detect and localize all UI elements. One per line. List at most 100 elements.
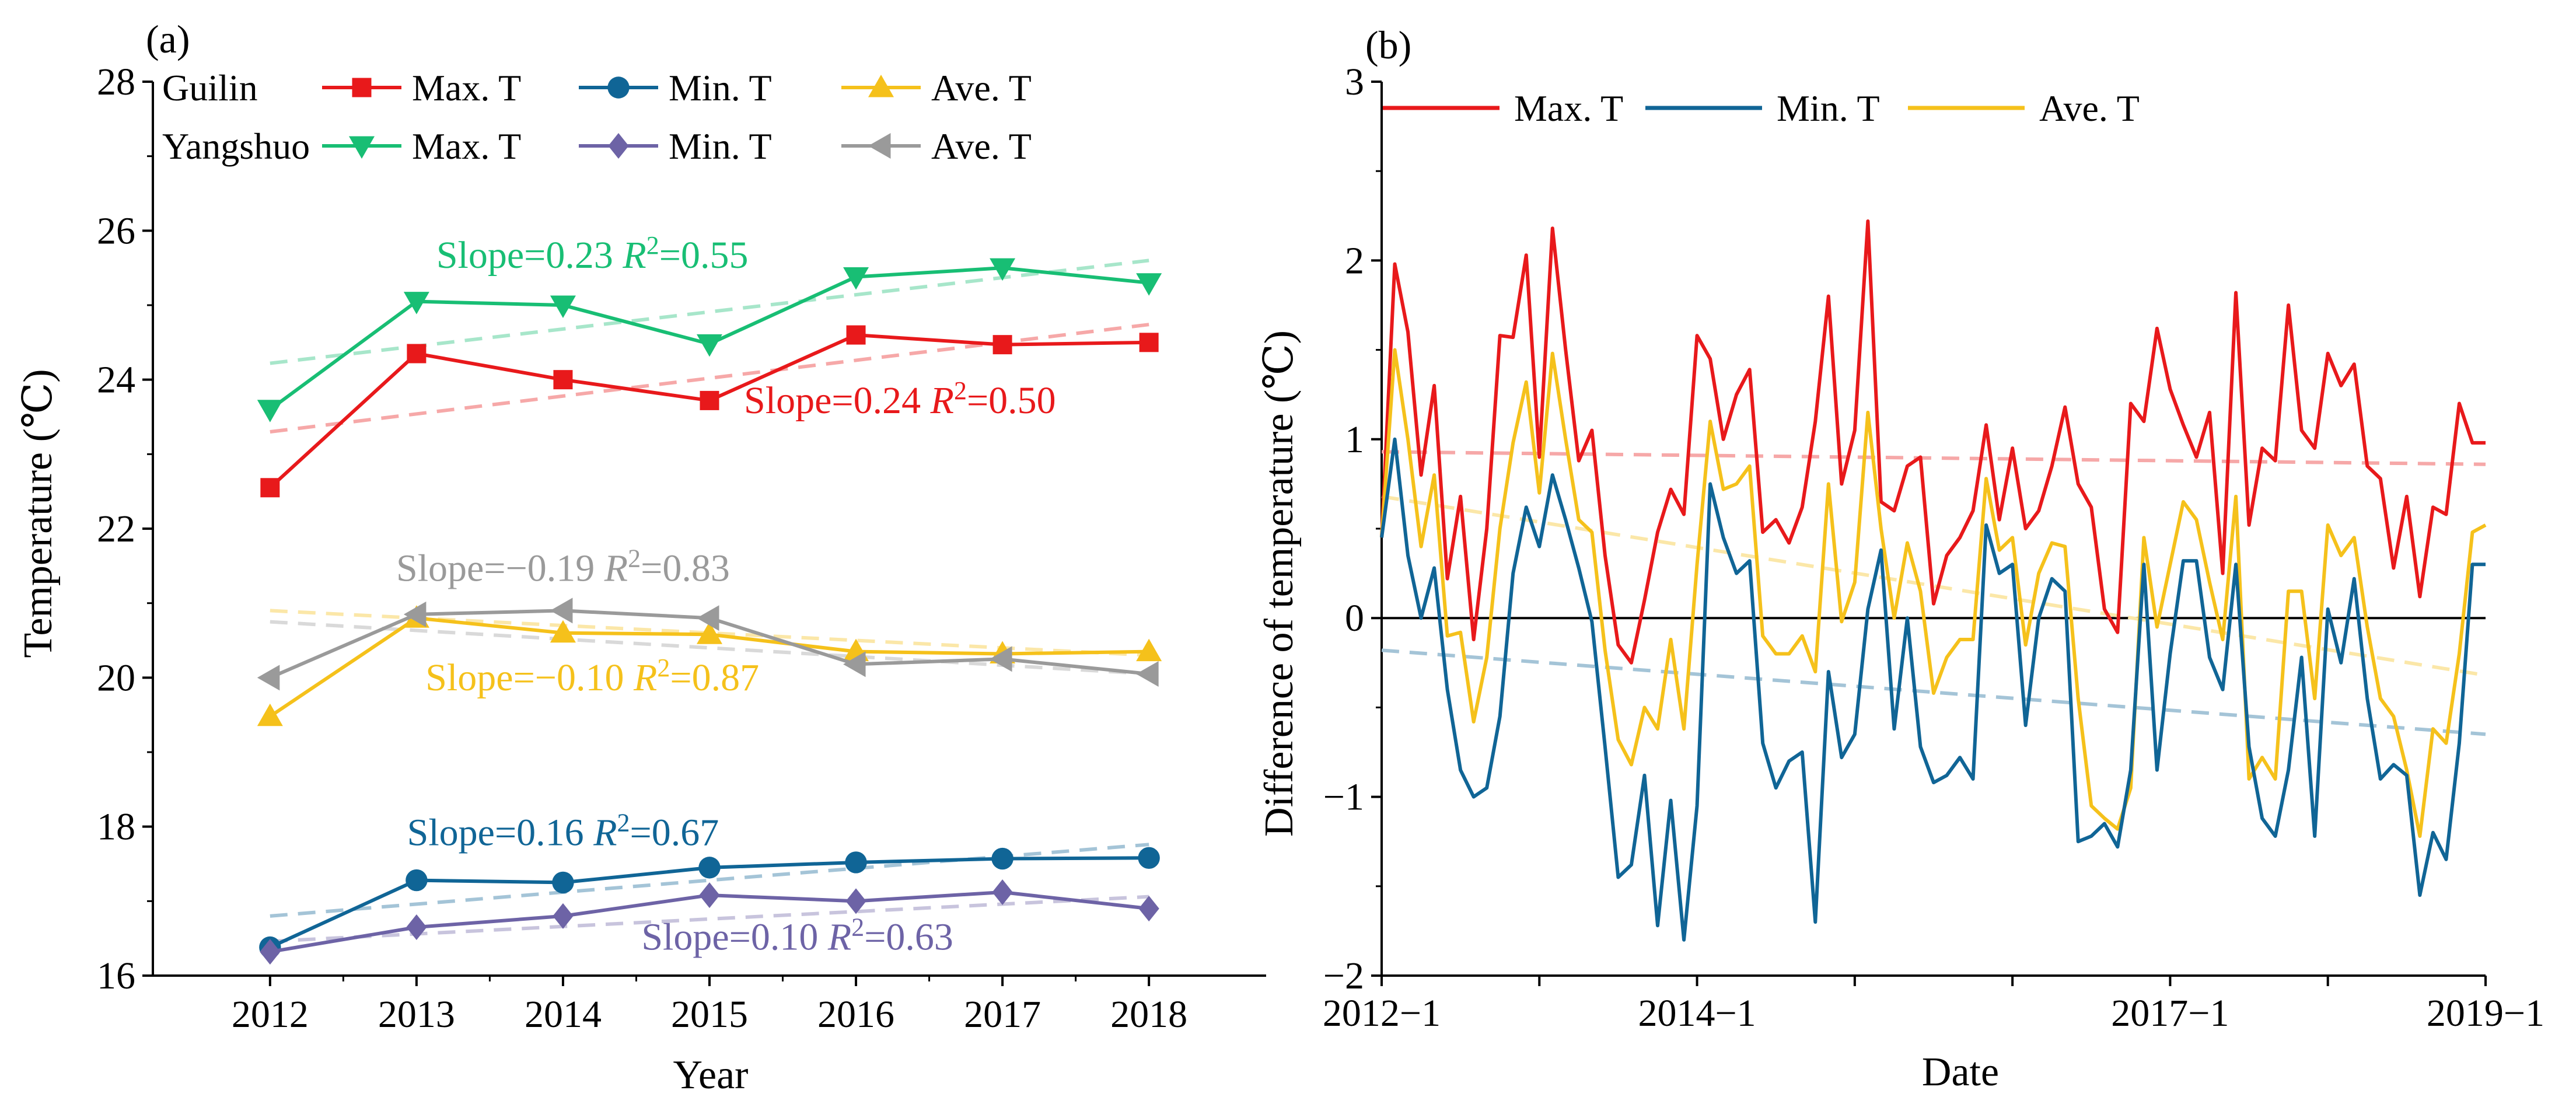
x-tick-label: 2015 (671, 993, 748, 1036)
g_ave-point (257, 703, 283, 726)
slope-annotation: Slope=0.23 R2=0.55 (436, 231, 749, 277)
panel-b-y-axis-label: Difference of temperature (℃) (1257, 330, 1302, 837)
y_max-point (550, 295, 576, 318)
g_max-point (553, 370, 573, 390)
slope-annotation: Slope=0.24 R2=0.50 (744, 376, 1056, 422)
y_min-point (845, 888, 866, 914)
panel-a-chart: (a) 16 18 20 22 24 26 28 2012 2013 2014 2015 2016 20… (16, 17, 1266, 1098)
y-tick-label: 18 (97, 806, 135, 848)
y_max-point (403, 292, 429, 315)
legend-marker (352, 78, 372, 97)
x-tick-label: 2019−1 (2427, 992, 2544, 1035)
legend-entry: Ave. T (931, 125, 1032, 167)
legend-marker (868, 133, 891, 159)
legend-entry: Ave. T (931, 67, 1032, 109)
panel-a-axes: 16 18 20 22 24 26 28 2012 2013 2014 2015 2016 2017 20… (97, 61, 1266, 1036)
y_max-point (990, 258, 1016, 281)
panel-b-chart: (b) −2 −1 0 1 2 3 2012−1 2014−1 2017−1 2019−1 Max… (1257, 23, 2544, 1095)
legend-entry: Max. T (412, 125, 521, 167)
panel-b-label: (b) (1365, 23, 1411, 67)
y-tick-label: 22 (97, 508, 135, 550)
panel-b-legend: Max. T Min. T Ave. T (1383, 88, 2140, 129)
legend-entry: Max. T (412, 67, 521, 109)
panel-a-x-axis-label: Year (673, 1053, 749, 1098)
g_min-point (406, 869, 428, 892)
g_min-point (845, 851, 867, 874)
y_min-point (1138, 896, 1159, 922)
y-tick-label: −1 (1323, 776, 1364, 819)
g_min-point (1138, 847, 1160, 869)
x-tick-label: 2016 (817, 993, 894, 1036)
y-tick-label: 1 (1345, 418, 1364, 461)
g_max-point (260, 478, 280, 498)
slope-annotation: Slope=−0.10 R2=0.87 (425, 654, 759, 699)
legend-entry: Min. T (1777, 88, 1880, 129)
slope-annotation: Slope=0.10 R2=0.63 (641, 913, 953, 958)
g_min-point (991, 847, 1013, 870)
y-tick-label: 28 (97, 61, 135, 103)
legend-marker (607, 76, 630, 99)
panel-a-annotations: Slope=0.23 R2=0.55 Slope=0.24 R2=0.50 Slop… (396, 231, 1056, 958)
y-tick-label: 3 (1345, 61, 1364, 103)
y_ave-point (1136, 661, 1159, 687)
y_min-point (992, 879, 1013, 906)
g_max-point (407, 344, 427, 364)
d_max-trendline (1381, 450, 2486, 466)
x-tick-label: 2014−1 (1638, 992, 1756, 1035)
y-tick-label: 16 (97, 955, 135, 997)
panel-a-y-axis-label: Temperature (℃) (16, 369, 61, 658)
panel-b-axes: −2 −1 0 1 2 3 2012−1 2014−1 2017−1 2019−1 (1323, 61, 2544, 1035)
y_ave-point (843, 651, 866, 677)
x-tick-label: 2012 (232, 993, 309, 1036)
g_max-point (1139, 333, 1159, 352)
x-tick-label: 2017 (964, 993, 1041, 1036)
x-tick-label: 2017−1 (2111, 992, 2229, 1035)
legend-group-label: Guilin (162, 67, 258, 109)
y_min-point (699, 882, 720, 909)
panel-a-series (257, 258, 1162, 965)
x-tick-label: 2012−1 (1323, 992, 1441, 1035)
legend-marker (349, 136, 375, 159)
g_ave-point (550, 620, 576, 643)
legend-entry: Max. T (1514, 88, 1623, 129)
g_max-point (846, 325, 866, 345)
legend-marker (868, 75, 894, 97)
y-tick-label: 0 (1345, 597, 1364, 640)
panel-a-legend: Guilin Max. T Min. T Ave. T Yangshuo Max. T Mi… (162, 67, 1032, 167)
y-tick-label: 20 (97, 656, 135, 699)
legend-entry: Ave. T (2039, 88, 2140, 129)
d_ave-line (1380, 348, 2487, 839)
x-tick-label: 2014 (525, 993, 602, 1036)
y_max-point (1136, 273, 1162, 296)
y_min-point (406, 914, 427, 941)
d_max-line (1380, 219, 2486, 665)
g_min-point (552, 871, 574, 894)
y-tick-label: −2 (1323, 955, 1364, 997)
slope-annotation: Slope=−0.19 R2=0.83 (396, 544, 730, 589)
y_max-point (257, 400, 283, 422)
g_min-point (698, 857, 721, 879)
legend-group-label: Yangshuo (162, 125, 310, 167)
y_ave-point (403, 601, 427, 627)
x-tick-label: 2018 (1110, 993, 1187, 1036)
y_ave-point (990, 646, 1012, 672)
y_ave-point (257, 665, 280, 691)
slope-annotation: Slope=0.16 R2=0.67 (407, 809, 719, 854)
y_max-point (843, 267, 869, 290)
y_ave-point (697, 605, 719, 631)
g_max-point (992, 335, 1012, 355)
legend-marker (608, 133, 629, 159)
y-tick-label: 24 (97, 359, 135, 401)
y-tick-label: 2 (1345, 239, 1364, 282)
y_max-point (697, 334, 722, 357)
g_ave-point (697, 621, 722, 644)
y_min-point (260, 939, 281, 965)
g_ave-point (1136, 638, 1162, 662)
d_min-line (1380, 437, 2486, 942)
d_min-trendline (1381, 648, 2486, 736)
g_max-point (700, 390, 719, 410)
legend-entry: Min. T (669, 125, 772, 167)
x-tick-label: 2013 (378, 993, 455, 1036)
y_min-point (553, 903, 574, 929)
